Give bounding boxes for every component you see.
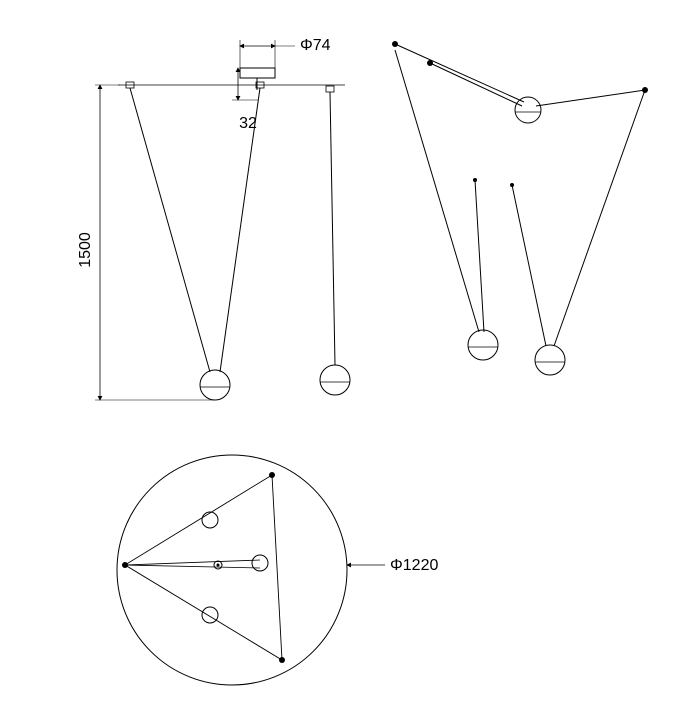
height-dim-label: 1500 [77,232,94,268]
top-diameter-label: Φ74 [300,37,331,54]
perspective-view [392,41,648,375]
plan-diameter-label: Φ1220 [390,557,438,574]
plan-view: Φ1220 [117,455,438,685]
drop-dim-label: 32 [239,115,257,132]
technical-drawing: 1500 Φ74 32 [0,0,688,717]
front-elevation: 1500 Φ74 32 [77,37,350,400]
